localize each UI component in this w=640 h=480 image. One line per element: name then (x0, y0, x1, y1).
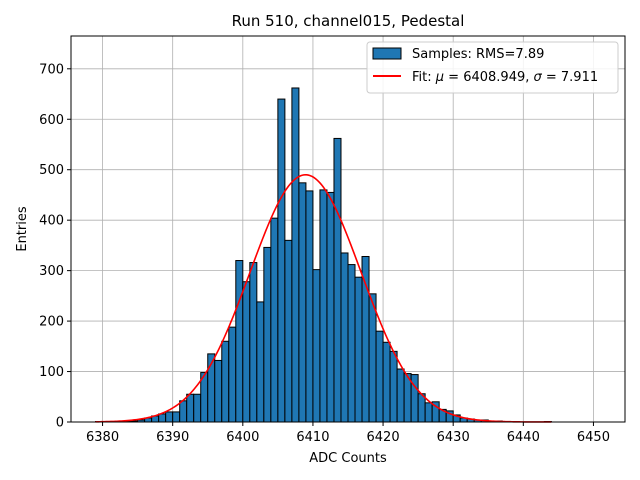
legend-fit-sigma-symbol: σ (534, 70, 543, 85)
histogram-bar (312, 269, 321, 423)
histogram-bar (158, 413, 167, 423)
y-tick-label: 200 (39, 315, 64, 330)
plot-frame (70, 35, 626, 423)
histogram-bar (361, 255, 370, 423)
legend-fit-label: Fit: μ = 6408.949, σ = 7.911 (412, 70, 598, 85)
x-tick-label: 6440 (507, 430, 540, 445)
fit-curve (95, 173, 552, 423)
x-tick-label: 6380 (86, 430, 119, 445)
histogram-bar (326, 191, 335, 423)
histogram-bar (368, 293, 377, 423)
histogram-bar (319, 189, 328, 423)
histogram-bar (277, 98, 286, 423)
y-axis-label: Entries (15, 206, 30, 252)
chart-title: Run 510, channel015, Pedestal (232, 12, 465, 30)
histogram-bar (179, 400, 188, 423)
histogram-bar (333, 137, 342, 423)
x-tick-label: 6410 (296, 430, 329, 445)
histogram-bar (375, 330, 384, 423)
legend-fit-mu-value: = 6408.949, (444, 70, 533, 85)
histogram-bar (193, 393, 202, 423)
histogram-bar (284, 239, 293, 423)
x-axis-ticks: 6380 6390 6400 6410 6420 6430 6440 6450 (86, 422, 610, 445)
legend-histogram-swatch (372, 47, 402, 60)
histogram-bar (347, 264, 356, 423)
y-tick-label: 500 (39, 163, 64, 178)
x-tick-label: 6390 (156, 430, 189, 445)
y-axis-ticks: 0 100 200 300 400 500 600 700 (39, 62, 71, 431)
x-tick-label: 6420 (367, 430, 400, 445)
histogram-bar (165, 411, 174, 423)
y-tick-label: 600 (39, 113, 64, 128)
histogram-bar (249, 262, 258, 423)
x-tick-label: 6400 (226, 430, 259, 445)
legend-fit-sigma-value: = 7.911 (542, 70, 598, 85)
legend: Samples: RMS=7.89 Fit: μ = 6408.949, σ =… (366, 41, 619, 94)
histogram-bar (340, 252, 349, 423)
histogram-bar (263, 246, 272, 423)
histogram-bar (242, 281, 251, 423)
histogram-bar (214, 359, 223, 423)
legend-fit-mu-symbol: μ (435, 70, 444, 85)
histogram-bar (298, 182, 307, 423)
histogram-bar (291, 87, 300, 423)
x-tick-label: 6430 (437, 430, 470, 445)
histogram-bar (186, 393, 195, 423)
histogram-bar (221, 340, 230, 423)
histogram-bar (354, 276, 363, 423)
histogram-bar (417, 393, 426, 423)
histogram-bar (424, 402, 433, 423)
histogram-bar (235, 260, 244, 423)
legend-box (366, 41, 619, 94)
histogram-bar (172, 411, 181, 423)
histogram-bar (228, 326, 237, 423)
histogram-bar (305, 190, 314, 423)
histogram-bar (382, 341, 391, 423)
legend-histogram-label: Samples: RMS=7.89 (412, 47, 544, 62)
histogram-bar (396, 368, 405, 423)
y-tick-label: 400 (39, 214, 64, 229)
y-tick-label: 300 (39, 264, 64, 279)
x-axis-label: ADC Counts (309, 451, 387, 466)
x-tick-label: 6450 (577, 430, 610, 445)
y-tick-label: 0 (56, 416, 64, 431)
legend-fit-prefix: Fit: (412, 70, 436, 85)
y-tick-label: 100 (39, 365, 64, 380)
histogram-bar (270, 217, 279, 423)
histogram-bar (256, 301, 265, 423)
histogram-bars (95, 87, 552, 423)
histogram-bar (389, 350, 398, 423)
y-tick-label: 700 (39, 62, 64, 77)
